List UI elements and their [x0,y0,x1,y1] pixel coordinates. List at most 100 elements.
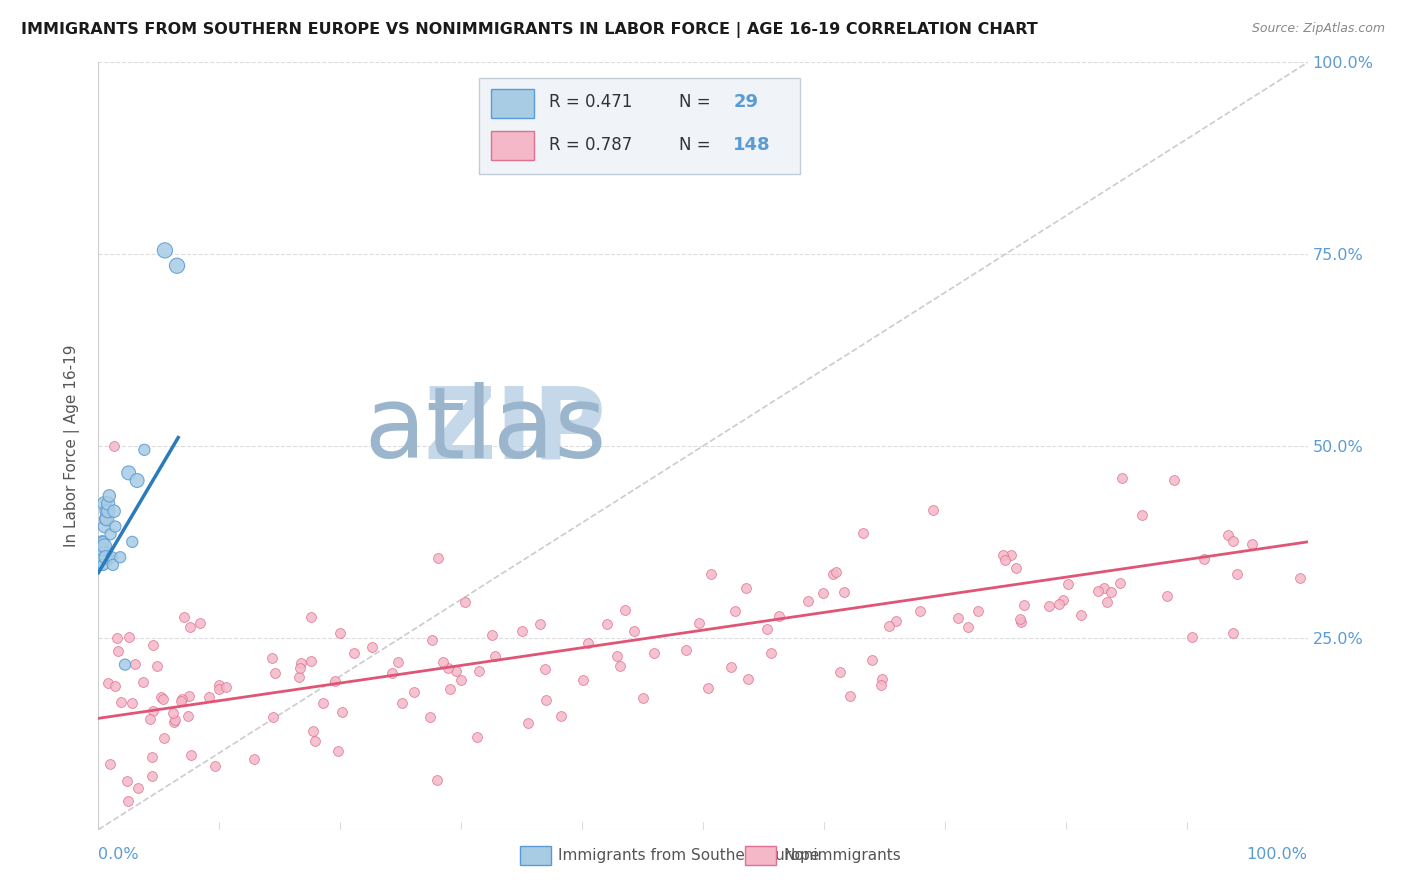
Point [643,647,665,661]
Point [93,539,115,553]
Point [139,712,162,726]
FancyBboxPatch shape [479,78,800,174]
Text: Source: ZipAtlas.com: Source: ZipAtlas.com [1251,22,1385,36]
Text: R = 0.787: R = 0.787 [550,136,633,153]
Point [198,690,221,704]
Point [839,690,862,704]
Point [957,620,980,634]
Point [180,747,202,762]
Point [110,695,132,709]
Point [325,673,347,688]
Point [215,680,238,694]
Point [103,504,125,518]
Point [103,439,125,453]
Point [797,594,820,608]
Point [720,660,742,674]
Point [572,673,595,687]
Point [623,624,645,638]
Point [1056,576,1078,591]
Point [94,550,117,565]
Bar [492,88,534,118]
Point [534,693,557,707]
Point [1008,612,1031,626]
Point [299,610,322,624]
Point [1288,571,1310,585]
Point [439,682,461,697]
Point [387,655,409,669]
Point [91,558,114,572]
Point [260,651,283,665]
Point [152,692,174,706]
Point [860,653,883,667]
Text: Immigrants from Southern Europe: Immigrants from Southern Europe [558,848,820,863]
Point [98,489,121,503]
Point [1070,607,1092,622]
Point [735,581,758,595]
Point [811,586,834,600]
Point [117,773,139,788]
Point [576,636,599,650]
Point [162,706,184,721]
Point [100,527,122,541]
Point [97,504,120,518]
Point [422,632,444,647]
Point [884,615,907,629]
Point [1014,598,1036,612]
Point [150,690,173,704]
Point [127,474,149,488]
Point [312,696,335,710]
Point [948,611,970,625]
Text: 100.0%: 100.0% [1247,847,1308,863]
Point [402,685,425,699]
Text: Nonimmigrants: Nonimmigrants [783,848,901,863]
Text: 0.0%: 0.0% [98,847,139,863]
Point [177,689,200,703]
Point [118,630,141,644]
Point [756,622,779,636]
Point [426,772,449,787]
Text: R = 0.471: R = 0.471 [550,94,633,112]
Point [173,610,195,624]
Point [328,744,350,758]
Point [768,609,790,624]
Point [343,646,366,660]
Point [170,694,193,708]
Text: ZIP: ZIP [423,382,606,479]
Point [141,750,163,764]
Point [529,616,551,631]
Point [96,512,118,526]
Point [330,706,353,720]
Point [204,759,226,773]
Point [697,681,720,696]
Point [468,665,491,679]
Point [631,690,654,705]
Point [117,794,139,808]
Point [908,604,931,618]
Point [118,466,141,480]
Point [142,705,165,719]
Point [208,678,231,692]
Point [1163,473,1185,487]
Point [98,757,121,772]
Point [761,646,783,660]
Point [262,710,284,724]
Point [870,678,893,692]
Point [170,692,193,706]
Point [1047,597,1070,611]
Point [176,709,198,723]
Point [1010,615,1032,630]
Point [614,603,637,617]
Point [879,619,901,633]
Point [967,604,990,618]
Point [723,604,745,618]
Point [290,656,312,670]
Point [821,567,844,582]
Point [991,548,1014,562]
Point [484,648,506,663]
Point [108,550,131,565]
Point [91,534,114,549]
Point [1222,626,1244,640]
Point [737,672,759,686]
Point [427,551,450,566]
Point [97,676,120,690]
